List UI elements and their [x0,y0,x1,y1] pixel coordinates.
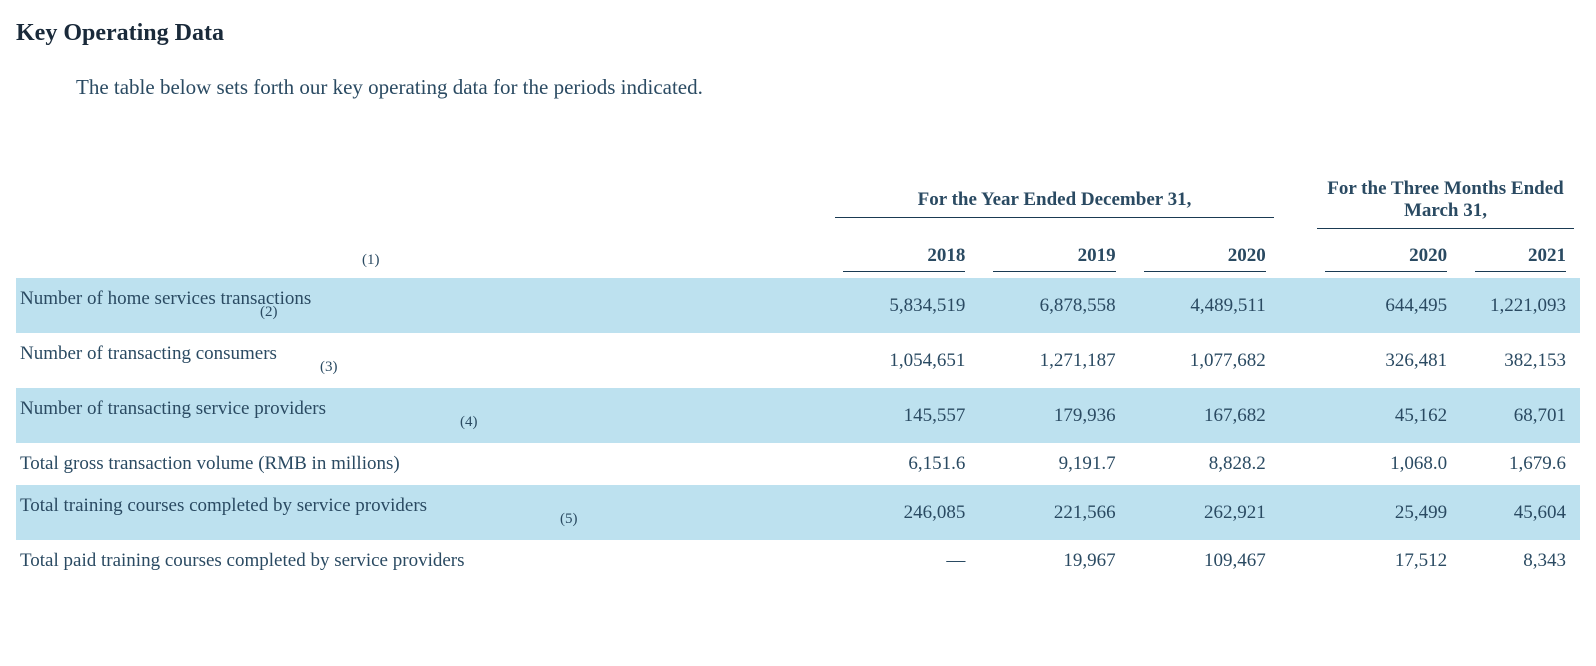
cell-value: 5,834,519 [829,278,979,333]
cell-value: 1,054,651 [829,333,979,388]
cell-value: 6,878,558 [979,278,1129,333]
row-label-text: Number of transacting consumers [20,343,277,364]
cell-value: 246,085 [829,485,979,540]
cell-value: 1,077,682 [1130,333,1280,388]
cell-value: 1,221,093 [1461,278,1580,333]
cell-value: 17,512 [1311,540,1461,582]
year-col-2020a: 2020 [1130,235,1280,278]
footnote-marker-header: (1) [362,252,380,268]
footnote-marker: (2) [260,304,815,321]
year-header-row: (1) 2018 2019 2020 2020 2021 [16,235,1580,278]
table-row: Number of home services transactions(2)5… [16,278,1580,333]
cell-value: 1,068.0 [1311,443,1461,485]
cell-value: 221,566 [979,485,1129,540]
table-row: Total gross transaction volume (RMB in m… [16,443,1580,485]
row-label-text: Number of transacting service providers [20,398,326,419]
cell-value: 25,499 [1311,485,1461,540]
cell-value: 6,151.6 [829,443,979,485]
table-row: Total training courses completed by serv… [16,485,1580,540]
row-label: Number of transacting consumers (3) [16,333,829,388]
cell-value: 45,604 [1461,485,1580,540]
footnote-marker: (3) [320,359,815,376]
cell-value: — [829,540,979,582]
table-body: Number of home services transactions(2)5… [16,278,1580,582]
cell-value: 179,936 [979,388,1129,443]
group-header-row: For the Year Ended December 31, For the … [16,170,1580,235]
table-row: Total paid training courses completed by… [16,540,1580,582]
cell-value: 145,557 [829,388,979,443]
year-col-2021: 2021 [1461,235,1580,278]
year-col-2019: 2019 [979,235,1129,278]
cell-value: 68,701 [1461,388,1580,443]
group-header-quarter: For the Three Months Ended March 31, [1311,170,1580,235]
row-label: Total gross transaction volume (RMB in m… [16,443,829,485]
row-label-text: Total paid training courses completed by… [20,550,465,571]
cell-value: 8,343 [1461,540,1580,582]
cell-value: 167,682 [1130,388,1280,443]
cell-value: 1,271,187 [979,333,1129,388]
table-row: Number of transacting service providers (… [16,388,1580,443]
intro-paragraph: The table below sets forth our key opera… [76,75,1580,100]
group-header-year: For the Year Ended December 31, [829,170,1279,235]
row-label: Total paid training courses completed by… [16,540,829,582]
footnote-marker: (5) [560,511,815,528]
cell-value: 19,967 [979,540,1129,582]
row-label: Number of home services transactions(2) [16,278,829,333]
footnote-marker: (4) [460,414,815,431]
section-heading: Key Operating Data [16,20,1580,47]
cell-value: 9,191.7 [979,443,1129,485]
cell-value: 109,467 [1130,540,1280,582]
table-row: Number of transacting consumers (3) 1,054,… [16,333,1580,388]
cell-value: 326,481 [1311,333,1461,388]
operating-data-table: For the Year Ended December 31, For the … [16,170,1580,582]
cell-value: 1,679.6 [1461,443,1580,485]
row-label-text: Total training courses completed by serv… [20,495,427,516]
cell-value: 644,495 [1311,278,1461,333]
year-col-2018: 2018 [829,235,979,278]
cell-value: 382,153 [1461,333,1580,388]
cell-value: 262,921 [1130,485,1280,540]
cell-value: 8,828.2 [1130,443,1280,485]
year-col-2020b: 2020 [1311,235,1461,278]
row-label-text: Total gross transaction volume (RMB in m… [20,453,400,474]
cell-value: 45,162 [1311,388,1461,443]
row-label: Total training courses completed by serv… [16,485,829,540]
cell-value: 4,489,511 [1130,278,1280,333]
row-label: Number of transacting service providers (… [16,388,829,443]
